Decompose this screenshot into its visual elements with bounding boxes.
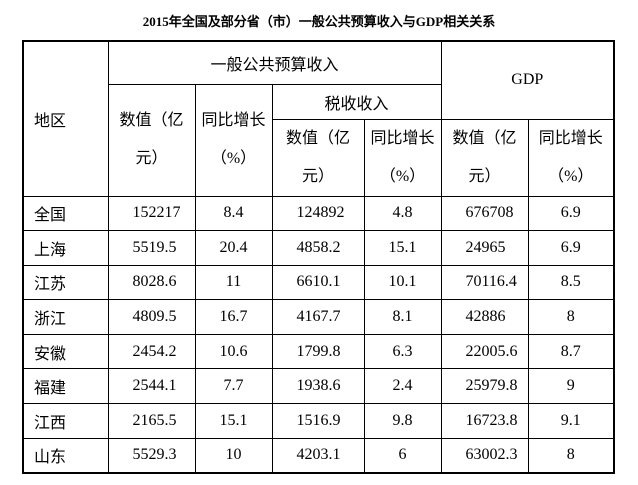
header-cell: 同比增长（%） xyxy=(527,118,615,197)
value-cell: 2.4 xyxy=(363,368,442,405)
value-cell: 6 xyxy=(363,437,442,474)
value-cell: 8028.6 xyxy=(107,264,196,301)
value-cell: 16.7 xyxy=(194,299,273,335)
value-cell: 70116.4 xyxy=(440,264,529,301)
value-cell: 15.1 xyxy=(194,403,273,439)
value-cell: 4203.1 xyxy=(271,437,365,474)
value-cell: 4.8 xyxy=(363,195,442,232)
value-cell: 1799.8 xyxy=(271,333,365,370)
value-cell: 2165.5 xyxy=(107,403,196,439)
value-cell: 2544.1 xyxy=(107,368,196,405)
value-cell: 15.1 xyxy=(363,230,442,266)
region-cell: 福建 xyxy=(22,368,109,405)
value-cell: 42886 xyxy=(440,299,529,335)
table-title: 2015年全国及部分省（市）一般公共预算收入与GDP相关关系 xyxy=(142,14,496,29)
table-row: 浙江 4809.5 16.7 4167.7 8.1 42886 8 xyxy=(22,299,615,335)
value-cell: 9.1 xyxy=(527,403,615,439)
value-cell: 25979.8 xyxy=(440,368,529,405)
header-cell: 地区 xyxy=(22,40,109,197)
value-cell: 5529.3 xyxy=(107,437,196,474)
value-cell: 22005.6 xyxy=(440,333,529,370)
header-cell: 数值（亿元） xyxy=(271,118,365,197)
header-cell: 同比增长（%） xyxy=(194,83,273,197)
value-cell: 24965 xyxy=(440,230,529,266)
header-cell: 税收收入 xyxy=(271,83,442,120)
header-cell: GDP xyxy=(440,40,615,120)
value-cell: 6.3 xyxy=(363,333,442,370)
value-cell: 8.4 xyxy=(194,195,273,232)
region-cell: 山东 xyxy=(22,437,109,474)
value-cell: 6.9 xyxy=(527,230,615,266)
table-row: 江苏 8028.6 11 6610.1 10.1 70116.4 8.5 xyxy=(22,264,615,301)
value-cell: 8.7 xyxy=(527,333,615,370)
value-cell: 124892 xyxy=(271,195,365,232)
header-cell: 数值（亿元） xyxy=(107,83,196,197)
value-cell: 7.7 xyxy=(194,368,273,405)
value-cell: 10 xyxy=(194,437,273,474)
header-cell: 数值（亿元） xyxy=(440,118,529,197)
value-cell: 4858.2 xyxy=(271,230,365,266)
header-cell: 一般公共预算收入 xyxy=(107,40,442,85)
region-cell: 上海 xyxy=(22,230,109,266)
value-cell: 4167.7 xyxy=(271,299,365,335)
value-cell: 8 xyxy=(527,437,615,474)
header-cell: 同比增长（%） xyxy=(363,118,442,197)
value-cell: 63002.3 xyxy=(440,437,529,474)
table-row: 上海 5519.5 20.4 4858.2 15.1 24965 6.9 xyxy=(22,230,615,266)
value-cell: 2454.2 xyxy=(107,333,196,370)
value-cell: 11 xyxy=(194,264,273,301)
value-cell: 8 xyxy=(527,299,615,335)
value-cell: 20.4 xyxy=(194,230,273,266)
value-cell: 10.1 xyxy=(363,264,442,301)
value-cell: 8.1 xyxy=(363,299,442,335)
table-row: 福建 2544.1 7.7 1938.6 2.4 25979.8 9 xyxy=(22,368,615,405)
value-cell: 9 xyxy=(527,368,615,405)
region-cell: 全国 xyxy=(22,195,109,232)
value-cell: 6.9 xyxy=(527,195,615,232)
value-cell: 5519.5 xyxy=(107,230,196,266)
value-cell: 152217 xyxy=(107,195,196,232)
table-row: 全国 152217 8.4 124892 4.8 676708 6.9 xyxy=(22,195,615,232)
table-row: 山东 5529.3 10 4203.1 6 63002.3 8 xyxy=(22,437,615,474)
region-cell: 浙江 xyxy=(22,299,109,335)
value-cell: 9.8 xyxy=(363,403,442,439)
value-cell: 10.6 xyxy=(194,333,273,370)
table-row: 安徽 2454.2 10.6 1799.8 6.3 22005.6 8.7 xyxy=(22,333,615,370)
value-cell: 1938.6 xyxy=(271,368,365,405)
value-cell: 4809.5 xyxy=(107,299,196,335)
value-cell: 1516.9 xyxy=(271,403,365,439)
value-cell: 16723.8 xyxy=(440,403,529,439)
region-cell: 江苏 xyxy=(22,264,109,301)
value-cell: 6610.1 xyxy=(271,264,365,301)
value-cell: 8.5 xyxy=(527,264,615,301)
region-cell: 江西 xyxy=(22,403,109,439)
data-table: 地区 一般公共预算收入 GDP 数值（亿元） 同比增长（%） 税收收入 数值（亿… xyxy=(22,40,616,475)
value-cell: 676708 xyxy=(440,195,529,232)
region-cell: 安徽 xyxy=(22,333,109,370)
table-row: 江西 2165.5 15.1 1516.9 9.8 16723.8 9.1 xyxy=(22,403,615,439)
